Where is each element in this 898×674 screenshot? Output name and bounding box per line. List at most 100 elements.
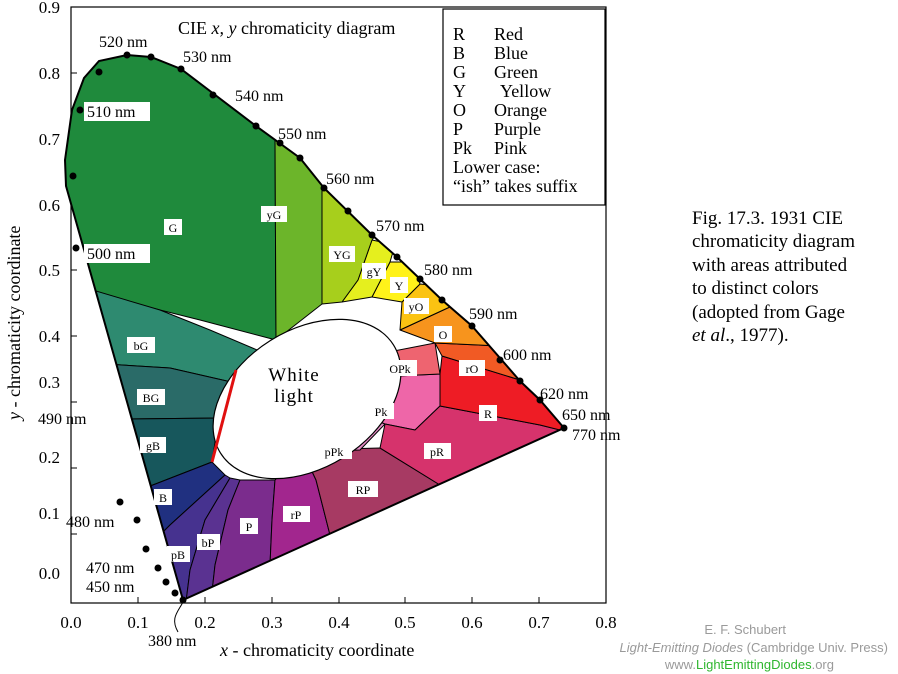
credit-website[interactable]: www.LightEmittingDiodes.org [665,657,834,672]
legend-code: Pk [453,138,472,158]
wavelength-label: 550 nm [278,126,327,143]
y-tick-label: 0.7 [39,130,61,149]
legend-note: Lower case: [453,157,540,177]
legend-name: Red [494,24,523,44]
wavelength-label: 570 nm [376,218,425,235]
x-tick-marks [137,597,540,603]
region-label: B [159,491,167,505]
y-tick-labels: 0.9 0.8 0.7 0.6 0.5 0.4 0.3 0.2 0.1 0.0 [39,0,61,583]
legend-code: P [453,119,463,139]
credit-book: Light-Emitting Diodes (Cambridge Univ. P… [619,640,888,655]
wavelength-label: 580 nm [424,262,473,279]
region-label: YG [333,248,351,262]
caption-rest: ., 1977). [725,325,789,347]
wavelength-label: 590 nm [469,306,518,323]
legend-name: Blue [494,43,528,63]
x-tick-label: 0.2 [194,613,215,632]
region-label: gY [367,265,382,279]
caption-line: chromaticity diagram [692,231,856,253]
region-label: BG [143,391,160,405]
region-label: pB [171,548,185,562]
wavelength-label: 540 nm [235,88,284,105]
wavelength-label: 520 nm [99,34,148,51]
legend-name: Yellow [500,81,551,101]
x-axis-label: x - chromaticity coordinate [219,640,414,660]
y-tick-label: 0.3 [39,373,60,392]
caption-line: with areas attributed [692,254,848,276]
x-tick-label: 0.7 [528,613,550,632]
y-tick-label: 0.6 [39,196,60,215]
wavelength-label: 560 nm [326,171,375,188]
caption-line: to distinct colors [692,278,819,300]
region-label: R [484,407,492,421]
wavelength-label: 620 nm [540,386,589,403]
y-tick-label: 0.2 [39,448,60,467]
wavelength-label: 770 nm [572,427,621,444]
region-label: yO [409,300,424,314]
y-tick-label: 0.1 [39,504,60,523]
diagram-title: CIE x, y chromaticity diagram [178,18,395,38]
x-tick-label: 0.6 [461,613,482,632]
credit-web-suffix: .org [811,657,834,672]
credit-web-main: LightEmittingDiodes [695,657,812,672]
credit-author: E. F. Schubert [704,622,786,637]
region-label: RP [356,483,371,497]
wavelength-label: 480 nm [66,514,115,531]
wavelength-label: 470 nm [86,560,135,577]
region-label: bG [134,339,149,353]
legend-name: Orange [494,100,547,120]
purple-line-red-segment [210,369,238,463]
x-tick-label: 0.5 [394,613,415,632]
x-tick-label: 0.4 [328,613,350,632]
caption-line: Fig. 17.3. 1931 CIE [692,208,843,229]
credit-book-title: Light-Emitting Diodes [619,640,744,655]
legend-code: R [453,24,465,44]
legend-code: B [453,43,465,63]
wavelength-label: 450 nm [86,579,135,596]
region-label: yG [267,208,282,222]
y-tick-label: 0.5 [39,261,60,280]
region-label: P [246,520,253,534]
region-label: Pk [375,405,388,419]
legend-code: Y [453,81,466,101]
region-label: bP [202,536,215,550]
region-label: OPk [389,362,410,376]
legend: R Red B Blue G Green Y Yellow O Orange P… [442,8,606,206]
legend-note: “ish” takes suffix [453,176,578,196]
wavelength-label: 500 nm [87,246,136,263]
region-label: G [169,221,178,235]
wavelength-label: 600 nm [503,347,552,364]
caption-italic: et al [692,325,726,347]
region-label: pPk [325,445,344,459]
legend-name: Purple [494,119,541,139]
y-tick-label: 0.8 [39,64,60,83]
wavelength-label: 530 nm [183,49,232,66]
region-label: rO [466,362,479,376]
wavelength-label: 380 nm [148,633,197,650]
wavelength-label: 490 nm [38,411,87,428]
title-box [172,16,436,40]
x-tick-labels: 0.0 0.1 0.2 0.3 0.4 0.5 0.6 0.7 0.8 [60,613,616,632]
white-light-label: light [274,386,314,407]
region-label: Y [395,279,404,293]
region-label: pR [430,445,444,459]
credit-book-publisher: (Cambridge Univ. Press) [743,640,888,655]
wavelength-label: 510 nm [87,104,136,121]
legend-code: O [453,100,466,120]
x-tick-label: 0.3 [261,613,282,632]
region-labels: G yG YG gY Y yO O rO R pR RP rP P bP pB … [127,206,497,562]
wavelength-labels: 520 nm 530 nm 540 nm 550 nm 560 nm 570 n… [38,34,621,650]
white-light-label: White [268,365,319,386]
caption-line: et al., 1977). [692,324,892,347]
region-label: gB [146,439,160,453]
y-tick-label: 0.0 [39,564,60,583]
y-tick-label: 0.4 [39,327,61,346]
y-axis-label: y - chromaticity coordinate [4,226,24,422]
x-tick-label: 0.8 [595,613,616,632]
region-label: O [439,328,448,342]
figure-caption: Fig. 17.3. 1931 CIE chromaticity diagram… [692,207,892,347]
legend-name: Green [494,62,538,82]
x-tick-label: 0.1 [127,613,148,632]
y-tick-label: 0.9 [39,0,60,17]
